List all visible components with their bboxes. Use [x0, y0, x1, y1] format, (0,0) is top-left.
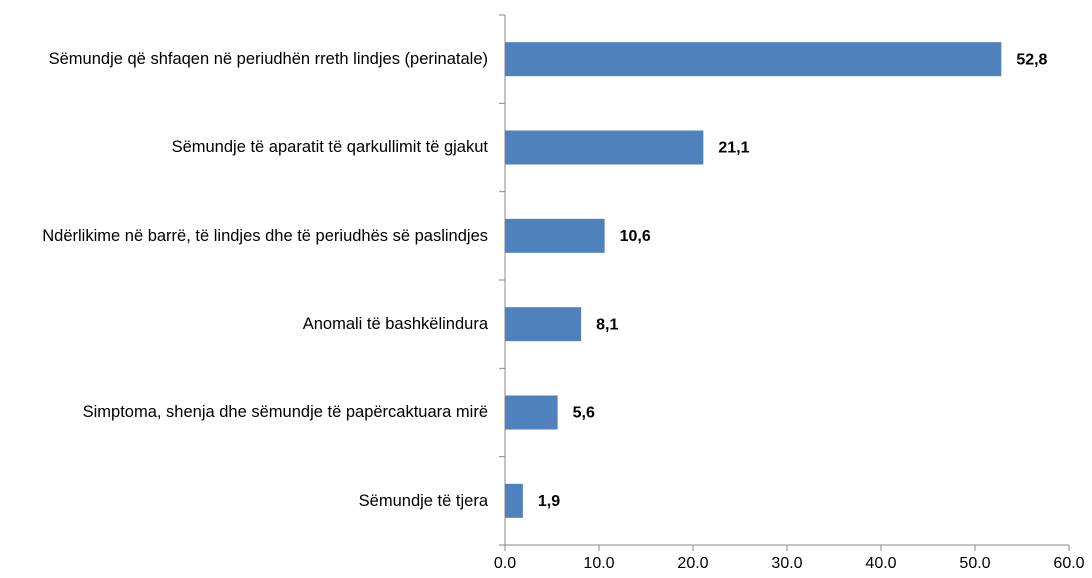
bar: [505, 483, 523, 518]
x-tick-label: 40.0: [865, 555, 896, 572]
bar: [505, 307, 582, 342]
value-label: 52,8: [1016, 51, 1047, 68]
y-tick-label: Anomali të bashkëlindura: [302, 315, 488, 334]
x-tick-label: 30.0: [771, 555, 802, 572]
value-label: 1,9: [538, 493, 560, 510]
value-label: 21,1: [718, 140, 749, 157]
value-label: 8,1: [596, 316, 618, 333]
value-label: 5,6: [573, 405, 595, 422]
x-tick-label: 50.0: [959, 555, 990, 572]
y-tick-label: Simptoma, shenja dhe sëmundje të papërca…: [82, 403, 488, 422]
bar: [505, 42, 1002, 77]
x-tick-label: 0.0: [494, 555, 516, 572]
x-tick-label: 60.0: [1053, 555, 1084, 572]
value-label: 10,6: [620, 228, 651, 245]
y-tick-label: Sëmundje që shfaqen në periudhën rreth l…: [48, 50, 488, 69]
bar: [505, 218, 605, 253]
x-tick-label: 10.0: [583, 555, 614, 572]
bar: [505, 130, 704, 165]
bar: [505, 395, 558, 430]
y-tick-label: Sëmundje të tjera: [358, 491, 488, 510]
x-tick-label: 20.0: [677, 555, 708, 572]
y-tick-label: Sëmundje të aparatit të qarkullimit të g…: [171, 138, 488, 157]
y-tick-label: Ndërlikime në barrë, të lindjes dhe të p…: [42, 226, 488, 245]
